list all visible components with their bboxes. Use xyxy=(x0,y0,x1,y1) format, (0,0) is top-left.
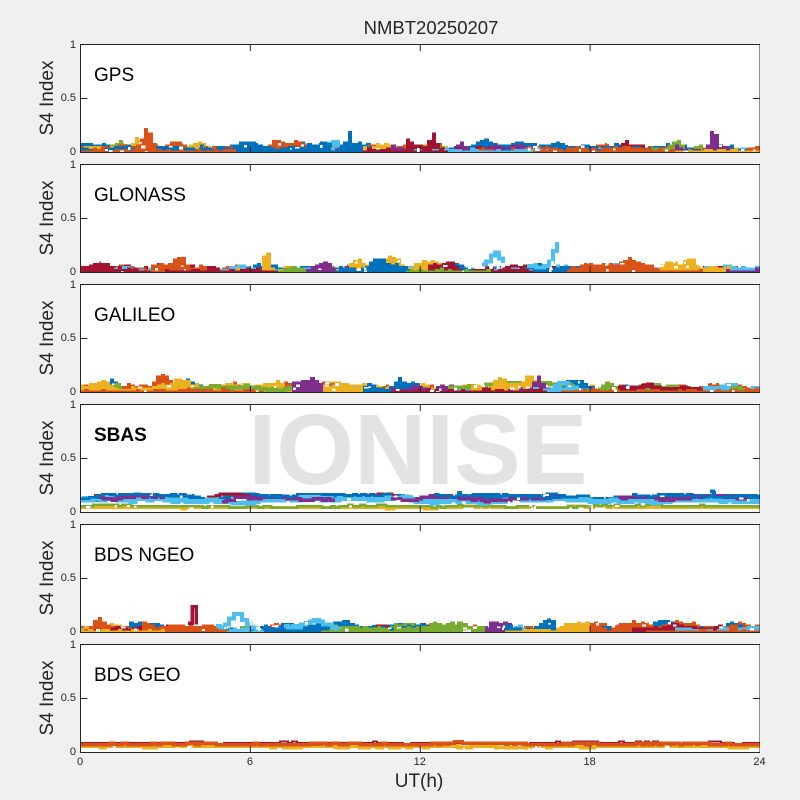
svg-text:IONISE: IONISE xyxy=(248,404,587,506)
